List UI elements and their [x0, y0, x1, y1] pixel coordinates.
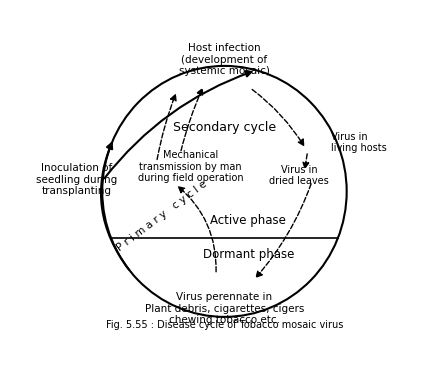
Text: P r i m a r y   c y c l e: P r i m a r y c y c l e	[115, 179, 208, 253]
Text: Host infection
(development of
systemic mosaic): Host infection (development of systemic …	[179, 43, 270, 76]
Text: Fig. 5.55 : Disease cycle of Tobacco mosaic virus: Fig. 5.55 : Disease cycle of Tobacco mos…	[106, 320, 343, 330]
Text: Secondary cycle: Secondary cycle	[173, 121, 276, 134]
Text: Virus perennate in
Plant debris, cigarettes, cigers
chewing tobacco etc.: Virus perennate in Plant debris, cigaret…	[145, 292, 304, 325]
Text: Mechanical
transmission by man
during field operation: Mechanical transmission by man during fi…	[138, 150, 244, 183]
Text: Virus in
dried leaves: Virus in dried leaves	[269, 164, 329, 186]
Text: Active phase: Active phase	[210, 214, 286, 227]
Text: Inoculation of
seedling during
transplanting: Inoculation of seedling during transplan…	[36, 163, 117, 196]
Text: Dormant phase: Dormant phase	[202, 247, 294, 261]
Text: Virus in
living hosts: Virus in living hosts	[332, 132, 387, 153]
